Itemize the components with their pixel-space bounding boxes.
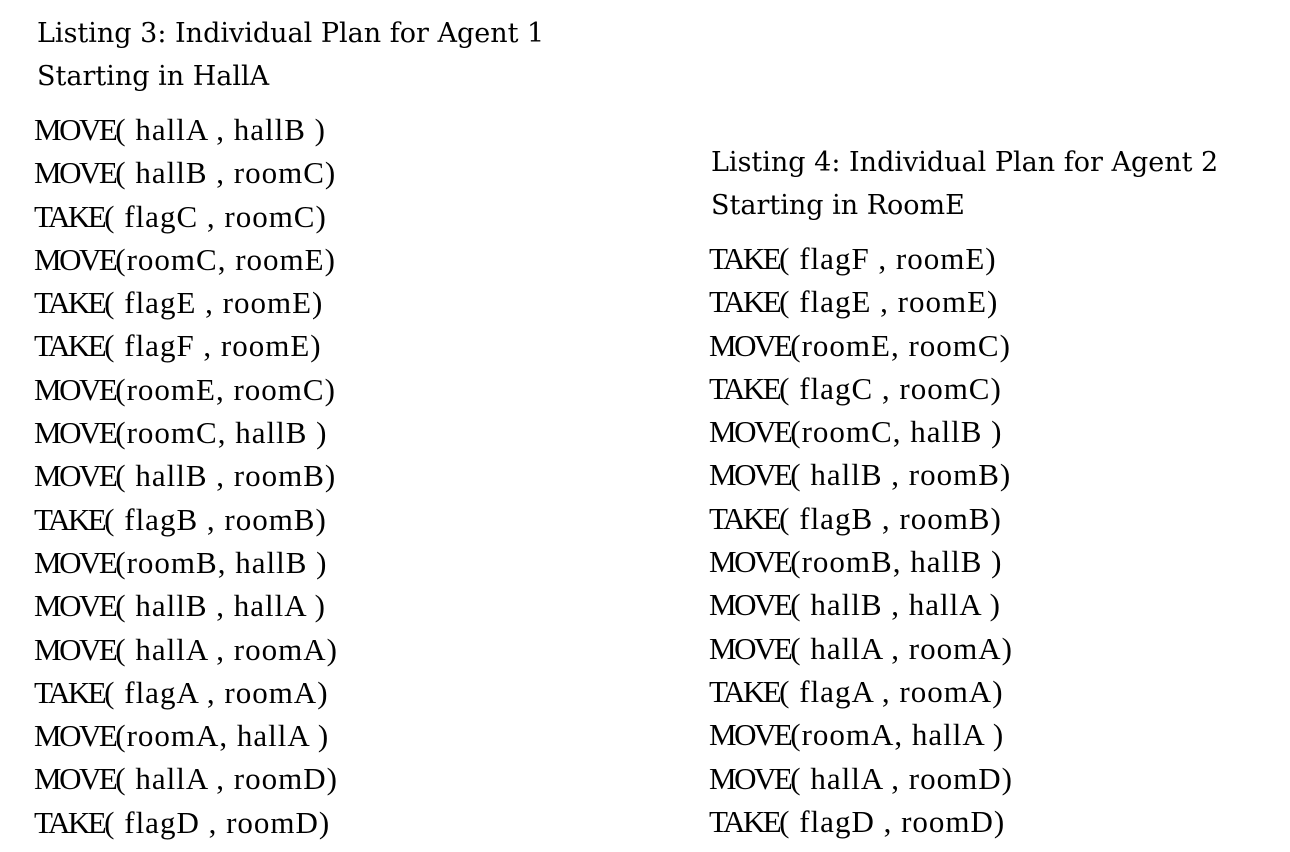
listing-caption-start: Starting in RoomE	[711, 190, 965, 221]
plan-step: TAKE( flagF , roomE)	[709, 241, 997, 276]
plan-step: MOVE( hallA , roomA)	[709, 630, 1013, 666]
plan-step: MOVE( hallB , roomB)	[709, 457, 1012, 493]
plan-step: MOVE(roomA, hallA )	[34, 718, 330, 754]
plan-step: TAKE( flagF , roomE)	[34, 328, 322, 364]
plan-step: MOVE( hallA , roomD)	[709, 760, 1013, 796]
listing-caption-title: Listing 3: Individual Plan for Agent 1	[37, 18, 545, 49]
listing-agent-1: Listing 3: Individual Plan for Agent 1 S…	[34, 12, 545, 844]
plan-step: MOVE(roomB, hallB )	[709, 544, 1003, 580]
plan-step: MOVE( hallB , hallA )	[34, 588, 327, 624]
plan-step: MOVE(roomC, hallB )	[709, 414, 1003, 450]
plan-step: MOVE( hallA , roomA)	[34, 631, 338, 667]
plan-step: MOVE( hallA , roomD)	[34, 761, 338, 797]
plan-step: TAKE( flagE , roomE)	[34, 285, 324, 321]
plan-step: MOVE(roomC, roomE)	[34, 241, 336, 277]
plan-step: TAKE( flagD , roomD)	[709, 803, 1006, 839]
listing-agent-2: Listing 4: Individual Plan for Agent 2 S…	[709, 141, 1219, 843]
plan-step: TAKE( flagA , roomA)	[709, 673, 1004, 709]
plan-step: TAKE( flagA , roomA)	[34, 674, 329, 710]
plan-step: TAKE( flagC , roomC)	[34, 198, 327, 234]
plan-steps: TAKE( flagF , roomE) TAKE( flagE , roomE)…	[709, 237, 1218, 843]
plan-step: MOVE(roomE, roomC)	[709, 327, 1011, 363]
listing-caption-title: Listing 4: Individual Plan for Agent 2	[711, 147, 1219, 178]
plan-step: MOVE( hallB , roomC)	[34, 155, 337, 191]
plan-step: TAKE( flagB , roomB)	[34, 501, 327, 537]
plan-step: MOVE(roomC, hallB )	[34, 415, 328, 451]
plan-step: MOVE(roomA, hallA )	[709, 717, 1005, 753]
plan-steps: MOVE( hallA , hallB ) MOVE( hallB , roomC…	[34, 108, 544, 844]
plan-step: TAKE( flagC , roomC)	[709, 370, 1002, 406]
plan-step: MOVE( hallB , hallA )	[709, 587, 1002, 623]
plan-step: MOVE( hallA , hallB )	[34, 112, 327, 147]
plan-step: TAKE( flagD , roomD)	[34, 804, 331, 840]
plan-step: TAKE( flagE , roomE)	[709, 284, 999, 320]
plan-step: MOVE(roomB, hallB )	[34, 544, 328, 580]
listing-caption-start: Starting in HallA	[37, 61, 270, 92]
plan-step: MOVE( hallB , roomB)	[34, 458, 337, 494]
plan-step: TAKE( flagB , roomB)	[709, 500, 1002, 536]
plan-step: MOVE(roomE, roomC)	[34, 371, 336, 407]
